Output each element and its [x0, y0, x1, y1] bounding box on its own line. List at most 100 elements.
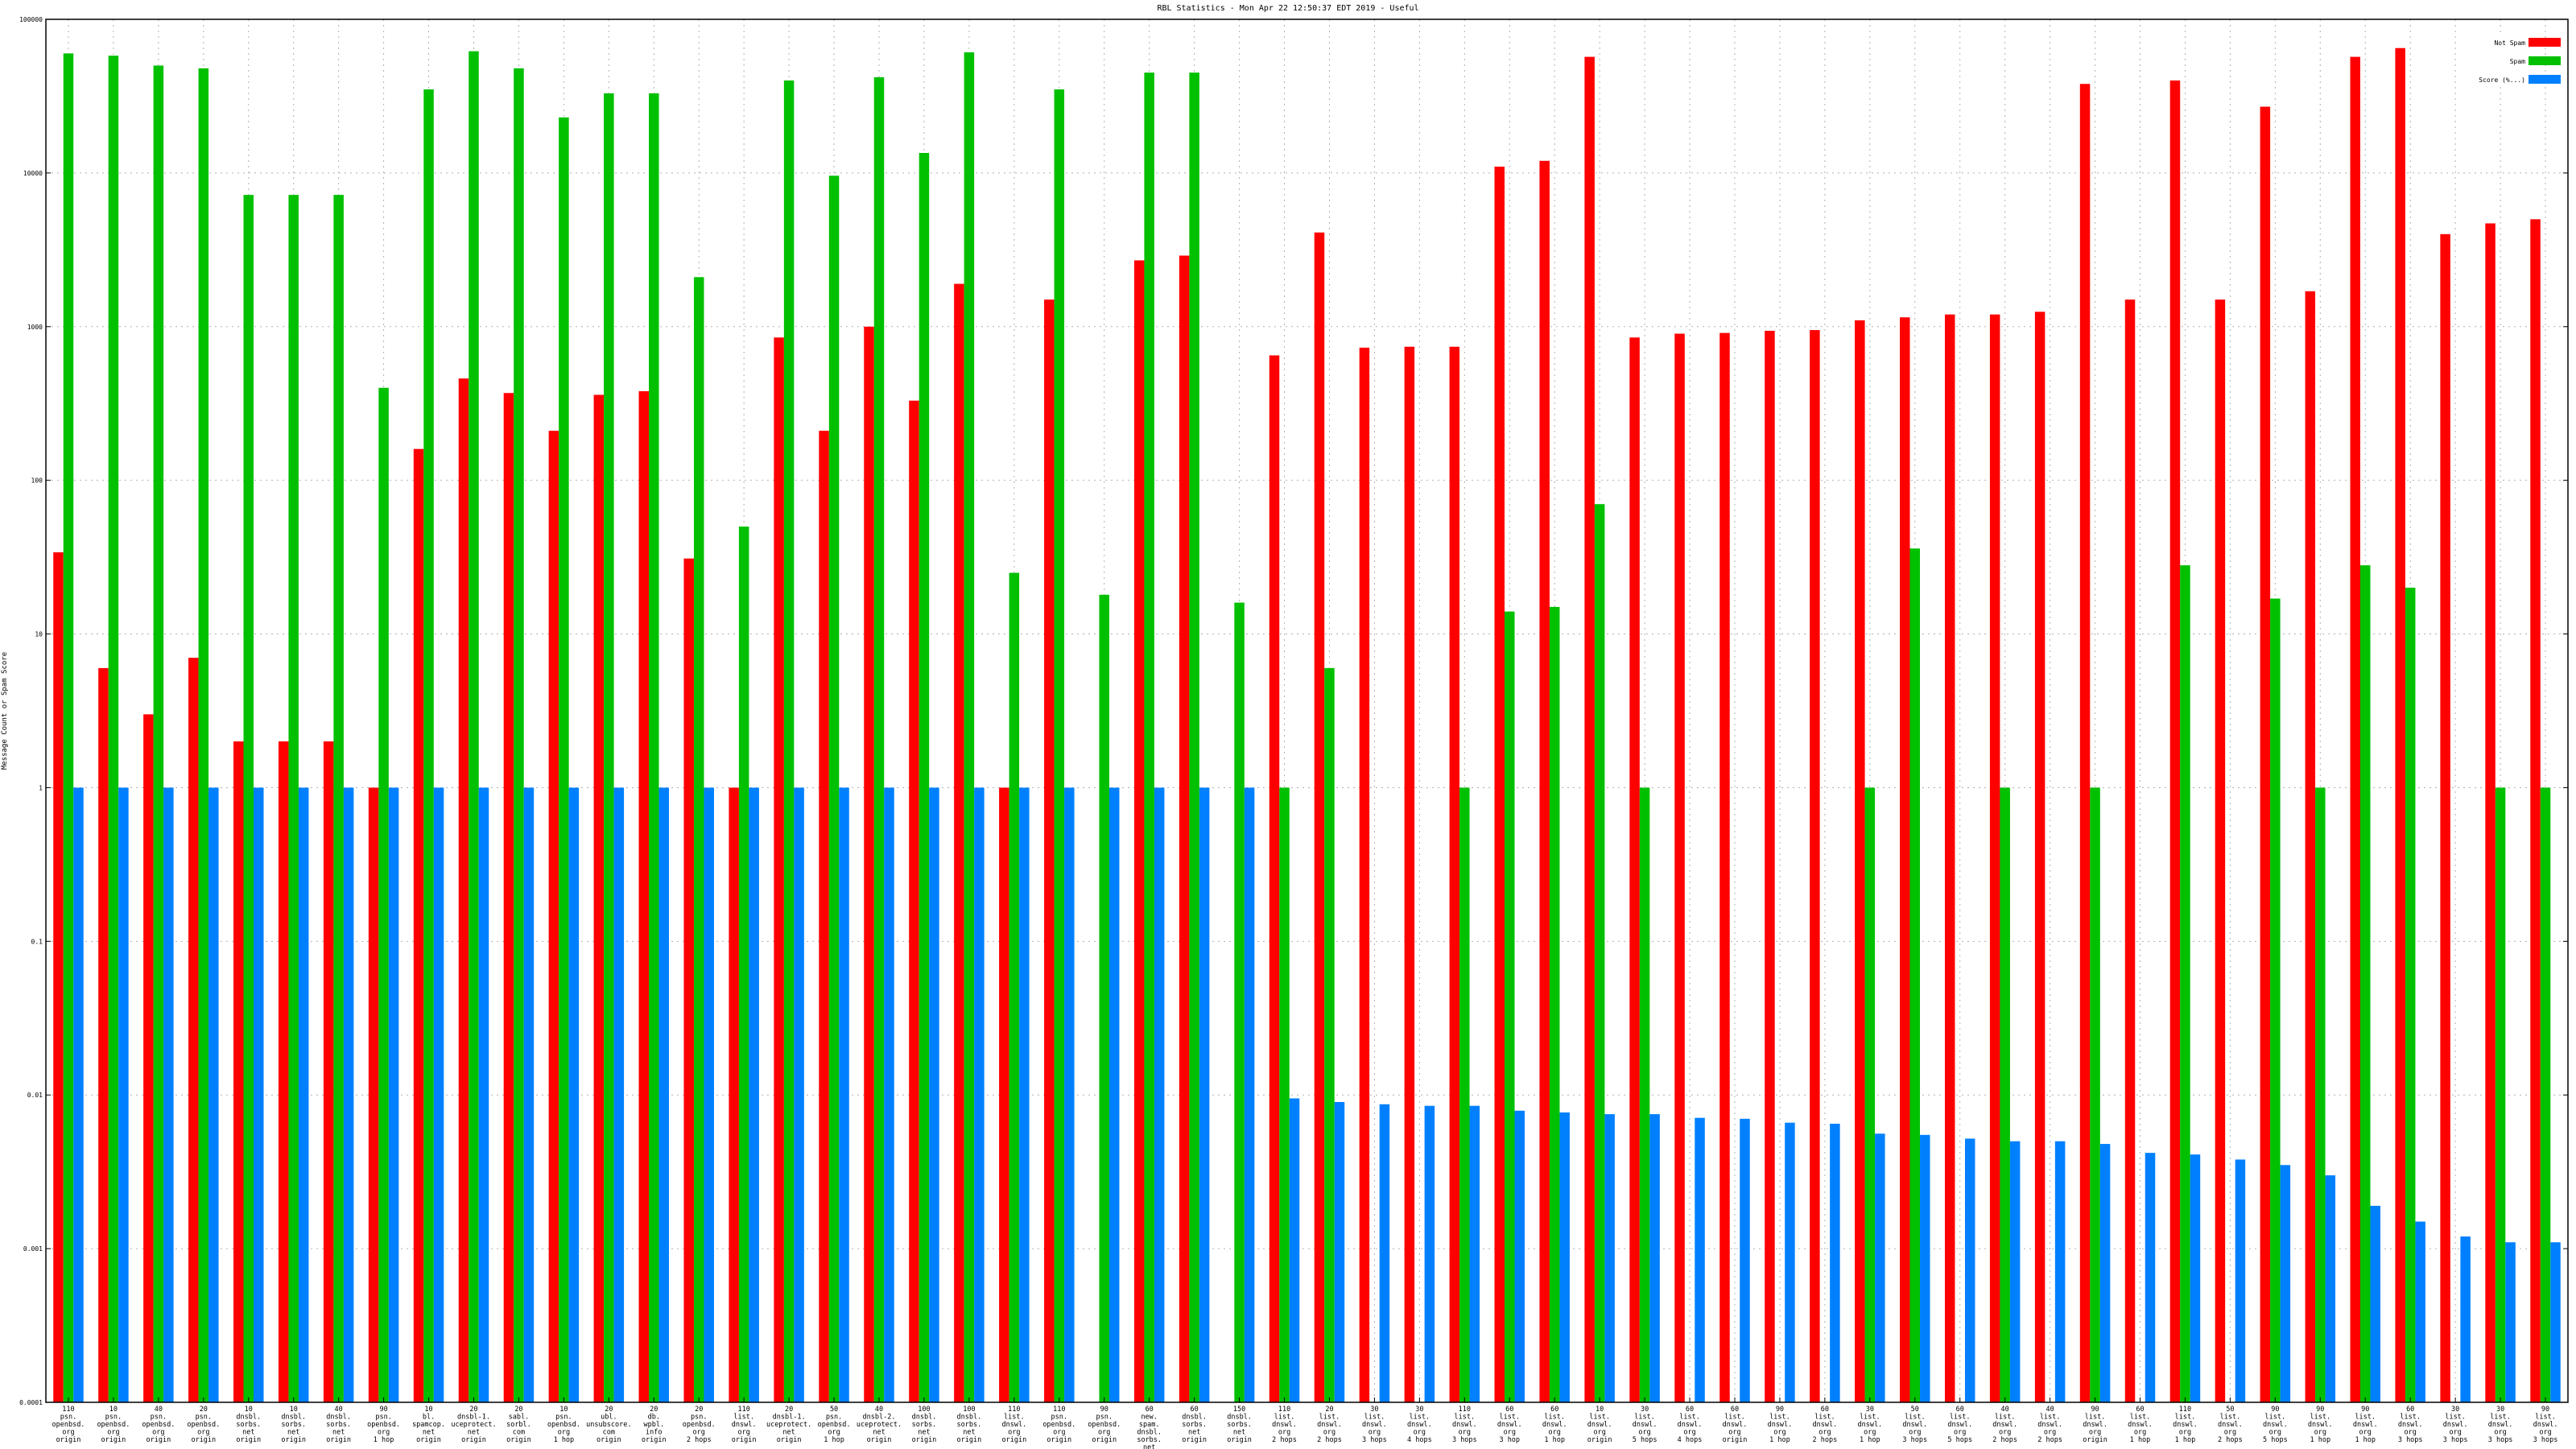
x-tick-label: list.	[1634, 1414, 1655, 1422]
x-tick-label: origin	[1227, 1436, 1252, 1444]
bar-not	[2440, 233, 2450, 1403]
x-tick-label: psn.	[826, 1414, 842, 1422]
y-tick-label: 10000	[23, 170, 43, 177]
x-tick-label: list.	[1814, 1414, 1835, 1422]
bar-score	[2415, 1221, 2425, 1402]
bar-score	[1920, 1134, 1930, 1402]
bar-spam	[333, 195, 344, 1402]
bar-spam	[1144, 72, 1154, 1402]
x-tick-label: list.	[2130, 1414, 2151, 1422]
x-tick-label: 50	[2226, 1406, 2234, 1414]
x-tick-label: 50	[1911, 1406, 1919, 1414]
x-tick-label: 20	[200, 1406, 208, 1414]
bar-score	[523, 787, 535, 1402]
bar-spam	[2540, 787, 2551, 1402]
x-tick-label: dnswl.	[2353, 1421, 2378, 1429]
x-tick-label: 20	[785, 1406, 793, 1414]
x-tick-label: com	[513, 1429, 525, 1437]
x-tick-label: openbsd.	[1088, 1421, 1121, 1429]
bar-not	[1359, 347, 1370, 1402]
x-tick-label: org	[1638, 1429, 1650, 1437]
x-tick-label: dnswl.	[732, 1421, 757, 1429]
x-tick-label: openbsd.	[1042, 1421, 1075, 1429]
x-tick-label: psn.	[375, 1414, 391, 1422]
x-tick-label: origin	[236, 1436, 261, 1444]
bar-spam	[828, 175, 840, 1403]
bar-score	[839, 787, 849, 1402]
x-tick-label: 110	[1459, 1406, 1471, 1414]
x-tick-label: origin	[777, 1436, 802, 1444]
x-tick-label: org	[1773, 1429, 1785, 1437]
x-tick-label: 3 hops	[2443, 1436, 2468, 1444]
x-tick-label: dnswl.	[1633, 1421, 1657, 1429]
x-tick-label: dnswl.	[1362, 1421, 1387, 1429]
bar-score	[749, 787, 759, 1402]
x-tick-label: org	[378, 1429, 390, 1437]
x-tick-label: psn.	[196, 1414, 212, 1422]
bar-spam	[423, 89, 434, 1402]
legend: Not Spam Spam Score (%...)	[2459, 35, 2561, 84]
x-tick-label: uceprotect.	[857, 1421, 902, 1429]
bar-not	[188, 658, 199, 1402]
x-tick-label: origin	[56, 1436, 81, 1444]
bar-score	[1424, 1105, 1435, 1402]
y-tick-label: 1000	[27, 324, 43, 331]
x-tick-label: 1 hop	[2175, 1436, 2196, 1444]
x-tick-label: 2 hops	[1272, 1436, 1297, 1444]
x-tick-label: wpbl.	[643, 1421, 664, 1429]
x-tick-label: 30	[1641, 1406, 1649, 1414]
x-tick-label: 10	[559, 1406, 568, 1414]
bar-score	[2280, 1165, 2291, 1402]
bar-not	[638, 390, 650, 1402]
x-tick-label: 3 hops	[2488, 1436, 2513, 1444]
legend-label: Score (%...)	[2479, 76, 2525, 84]
x-tick-label: dnswl.	[1768, 1421, 1793, 1429]
bar-spam	[1549, 606, 1560, 1402]
x-tick-label: list.	[1004, 1414, 1025, 1422]
x-tick-label: origin	[642, 1436, 667, 1444]
bar-not	[1494, 166, 1505, 1402]
x-tick-label: 40	[335, 1406, 343, 1414]
x-tick-label: org	[1818, 1429, 1831, 1437]
x-tick-label: 1 hop	[1769, 1436, 1790, 1444]
bar-score	[433, 787, 444, 1402]
x-tick-label: 90	[2541, 1406, 2549, 1414]
x-tick-label: origin	[1046, 1436, 1071, 1444]
x-tick-label: dnswl.	[2443, 1421, 2468, 1429]
x-tick-label: list.	[2535, 1414, 2556, 1422]
x-axis-tick-labels: 110 psn. openbsd. org origin 10 psn. openbsd. or…	[52, 1397, 2557, 1449]
bar-score	[2550, 1242, 2561, 1402]
x-tick-label: list.	[1860, 1414, 1880, 1422]
x-tick-label: com	[603, 1429, 615, 1437]
x-tick-label: list.	[1455, 1414, 1476, 1422]
x-tick-label: sorbs.	[236, 1421, 261, 1429]
bar-spam	[1279, 787, 1290, 1402]
bar-not	[143, 714, 154, 1402]
x-tick-label: dnswl.	[2173, 1421, 2198, 1429]
x-tick-label: 20	[1325, 1406, 1333, 1414]
x-tick-label: list.	[2490, 1414, 2511, 1422]
bar-score	[118, 787, 129, 1402]
x-tick-label: net	[468, 1429, 480, 1437]
x-tick-label: dnswl.	[1587, 1421, 1612, 1429]
bar-spam	[2000, 787, 2010, 1402]
plot-frame	[45, 19, 2569, 1403]
bar-score	[613, 787, 625, 1402]
bar-spam	[919, 153, 930, 1402]
x-tick-label: 2 hops	[1992, 1436, 2017, 1444]
x-tick-label: org	[1954, 1429, 1966, 1437]
bar-score	[2505, 1242, 2516, 1402]
x-tick-label: 110	[1278, 1406, 1290, 1414]
bar-score	[208, 787, 219, 1402]
x-tick-label: list.	[2175, 1414, 2196, 1422]
legend-label: Not Spam	[2494, 39, 2525, 47]
x-tick-label: 110	[1008, 1406, 1020, 1414]
bar-not	[2260, 106, 2271, 1402]
bar-score	[2370, 1205, 2380, 1402]
x-tick-label: dnsbl.	[957, 1414, 982, 1422]
bar-spam	[2090, 787, 2100, 1402]
x-tick-label: origin	[1001, 1436, 1026, 1444]
x-tick-label: sorbs.	[912, 1421, 937, 1429]
bar-score	[2235, 1159, 2246, 1402]
